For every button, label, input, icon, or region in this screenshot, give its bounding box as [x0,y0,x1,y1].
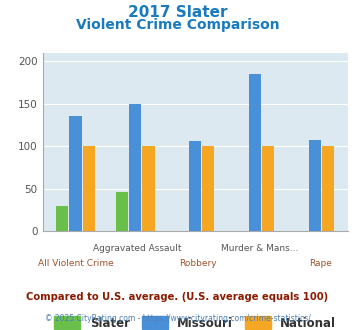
Bar [56,206,69,231]
Bar [189,141,201,231]
Text: Compared to U.S. average. (U.S. average equals 100): Compared to U.S. average. (U.S. average … [26,292,329,302]
Text: Rape: Rape [309,259,332,268]
Text: © 2025 CityRating.com - https://www.cityrating.com/crime-statistics/: © 2025 CityRating.com - https://www.city… [45,314,310,323]
Bar [202,146,214,231]
Text: Murder & Mans...: Murder & Mans... [221,244,298,253]
Text: 2017 Slater: 2017 Slater [128,5,227,20]
Bar [129,104,141,231]
Bar [249,74,261,231]
Bar [83,146,95,231]
Bar [142,146,155,231]
Text: Robbery: Robbery [180,259,217,268]
Bar [70,116,82,231]
Text: Violent Crime Comparison: Violent Crime Comparison [76,18,279,32]
Bar [322,146,334,231]
Text: Aggravated Assault: Aggravated Assault [93,244,181,253]
Legend: Slater, Missouri, National: Slater, Missouri, National [50,312,341,330]
Bar [116,192,128,231]
Text: All Violent Crime: All Violent Crime [38,259,114,268]
Bar [262,146,274,231]
Bar [309,140,321,231]
